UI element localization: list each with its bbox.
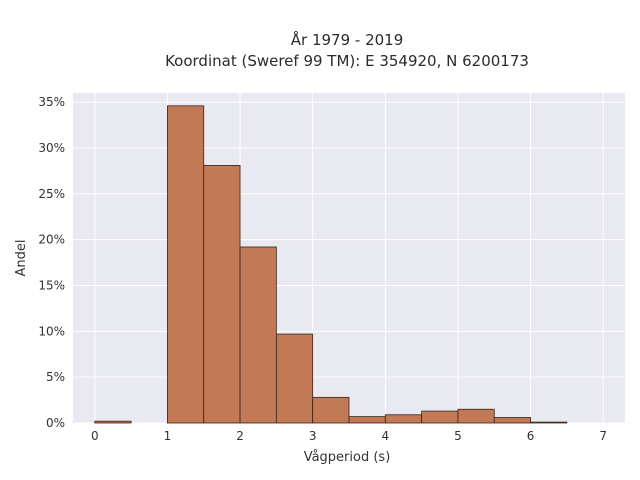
chart-title-line-1: År 1979 - 2019: [291, 30, 404, 49]
y-tick-label: 35%: [38, 95, 65, 109]
plot-background: [73, 93, 625, 423]
histogram-bar: [203, 165, 241, 424]
x-tick-label: 3: [309, 429, 317, 443]
y-tick-label: 15%: [38, 279, 65, 293]
histogram-bar: [312, 396, 350, 424]
histogram-bar: [421, 410, 459, 424]
y-tick-label: 10%: [38, 324, 65, 338]
grid-lines: [73, 93, 625, 424]
histogram-bar: [94, 420, 132, 424]
x-tick-label: 1: [164, 429, 172, 443]
x-tick-label: 7: [599, 429, 607, 443]
y-tick-label: 0%: [46, 416, 65, 430]
y-tick-label: 5%: [46, 370, 65, 384]
x-tick-label: 2: [236, 429, 244, 443]
histogram-bar: [457, 408, 495, 424]
histogram-bar: [384, 414, 423, 424]
y-tick-label: 30%: [38, 141, 65, 155]
chart-title-line-2: Koordinat (Sweref 99 TM): E 354920, N 62…: [165, 52, 529, 70]
histogram-bar: [275, 333, 314, 424]
y-tick-label: 25%: [38, 187, 65, 201]
y-axis-label: Andel: [14, 240, 29, 277]
x-axis-label: Vågperiod (s): [304, 450, 391, 465]
histogram-bar: [530, 421, 568, 424]
histogram-bar: [239, 246, 277, 424]
histogram-bars: [94, 105, 568, 424]
x-tick-labels: 0 1 2 3 4 5 6 7: [91, 429, 607, 443]
y-tick-labels: 0% 5% 10% 15% 20% 25% 30% 35%: [38, 95, 65, 430]
histogram-bar: [348, 416, 386, 424]
x-tick-label: 0: [91, 429, 99, 443]
histogram-bar: [167, 105, 205, 424]
x-tick-label: 5: [454, 429, 462, 443]
histogram-bar: [493, 417, 531, 424]
x-tick-label: 4: [381, 429, 389, 443]
x-tick-label: 6: [527, 429, 535, 443]
y-tick-label: 20%: [38, 233, 65, 247]
